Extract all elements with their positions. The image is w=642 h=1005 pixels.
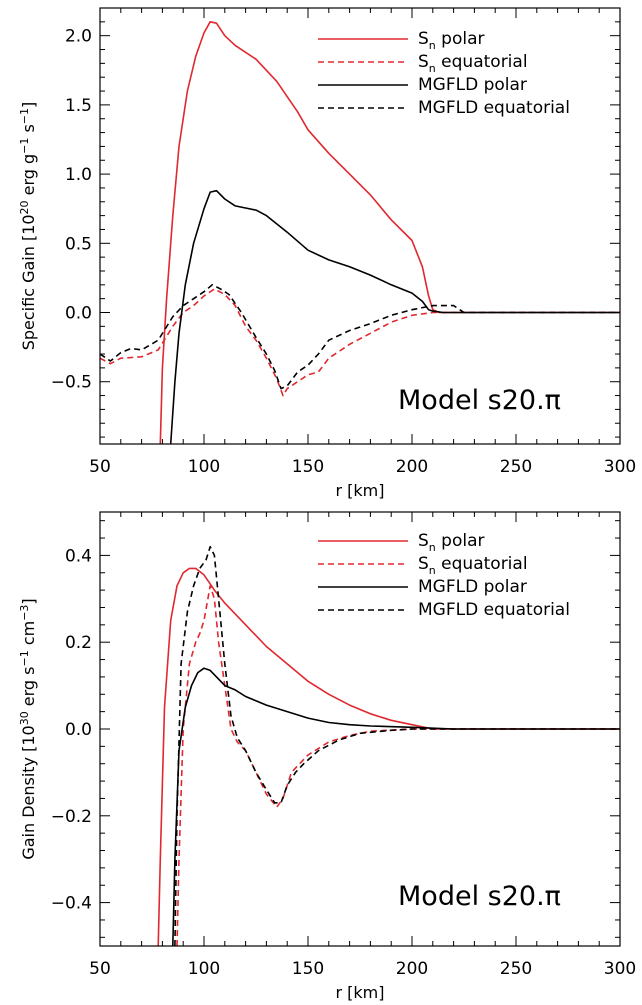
x-tick-label: 300 xyxy=(604,457,636,477)
series-line-s-n-equatorial xyxy=(100,288,620,397)
x-tick-label: 150 xyxy=(292,457,324,477)
legend-label: Sn polar xyxy=(418,531,485,554)
series-line-mgfld-polar xyxy=(169,189,620,444)
y-tick-label: −0.4 xyxy=(51,894,92,914)
legend-label: MGFLD equatorial xyxy=(418,98,570,118)
y-tick-label: −0.2 xyxy=(51,807,92,827)
x-tick-label: 250 xyxy=(500,959,532,979)
y-tick-label: −0.5 xyxy=(51,373,92,393)
x-tick-label: 50 xyxy=(89,959,111,979)
y-axis-label: Gain Density [1030 erg s−1 cm−3] xyxy=(18,598,38,859)
top-panel-specific-gain: 50 100 150 200 250 300 −0.5 0.0 0.5 1.0 1.5 2.0 r [k… xyxy=(18,7,636,500)
series-line-mgfld-equatorial xyxy=(174,545,620,946)
series-line-s-n-polar xyxy=(157,567,620,946)
series-group xyxy=(157,545,620,946)
legend-label: MGFLD polar xyxy=(418,75,527,95)
series-line-mgfld-polar xyxy=(172,667,620,946)
x-tick-label: 50 xyxy=(89,457,111,477)
x-tick-label: 200 xyxy=(396,457,428,477)
y-tick-label: 0.0 xyxy=(65,720,92,740)
x-axis-label: r [km] xyxy=(336,481,385,500)
y-tick-label: 1.0 xyxy=(65,165,92,185)
x-tick-label: 100 xyxy=(188,457,220,477)
series-line-s-n-polar xyxy=(159,21,620,444)
legend-label: Sn equatorial xyxy=(418,554,528,577)
y-tick-label: 0.0 xyxy=(65,304,92,324)
y-tick-label: 2.0 xyxy=(65,27,92,47)
model-annotation: Model s20.π xyxy=(398,385,561,416)
series-group xyxy=(100,21,620,444)
legend-label: Sn equatorial xyxy=(418,52,528,75)
x-tick-label: 200 xyxy=(396,959,428,979)
x-axis-label: r [km] xyxy=(336,983,385,1002)
model-annotation: Model s20.π xyxy=(398,881,561,912)
y-tick-label: 0.5 xyxy=(65,234,92,254)
x-tick-label: 150 xyxy=(292,959,324,979)
bottom-panel-gain-density: 50 100 150 200 250 300 −0.4 −0.2 0.0 0.2 0.4 r [km]… xyxy=(18,511,636,1002)
x-tick-label: 100 xyxy=(188,959,220,979)
series-line-mgfld-equatorial xyxy=(100,284,620,390)
y-axis-label: Specific Gain [1020 erg g−1 s−1] xyxy=(18,102,38,351)
x-tick-label: 250 xyxy=(500,457,532,477)
x-tick-label: 300 xyxy=(604,959,636,979)
legend-label: MGFLD equatorial xyxy=(418,600,570,620)
y-tick-label: 0.2 xyxy=(65,633,92,653)
y-tick-label: 0.4 xyxy=(65,546,92,566)
plot-frame xyxy=(99,7,621,445)
legend-label: Sn polar xyxy=(418,29,485,52)
legend-label: MGFLD polar xyxy=(418,577,527,597)
series-line-s-n-equatorial xyxy=(176,585,620,946)
y-tick-label: 1.5 xyxy=(65,96,92,116)
